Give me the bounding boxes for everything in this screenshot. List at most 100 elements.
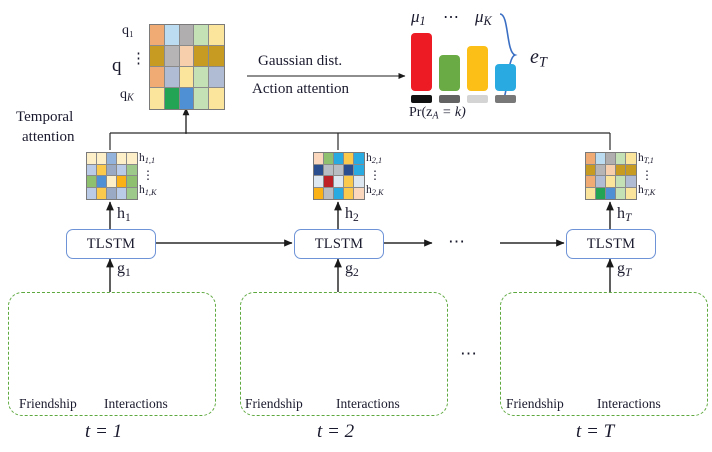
matrix-cell (626, 164, 636, 176)
matrix-cell (179, 67, 195, 88)
matrix-cell (127, 153, 137, 165)
matrix-cell (87, 176, 97, 188)
timestep-label-tT: t = T (576, 421, 615, 442)
matrix-cell (87, 187, 97, 199)
prob-axis-sub: A (432, 110, 439, 122)
h2-base: h (345, 205, 353, 222)
matrix-cell (209, 88, 224, 109)
matrix-cell (626, 153, 636, 165)
tlstm-row-ellipsis: ⋯ (448, 232, 468, 251)
h1-first-base: h (139, 152, 145, 164)
h2-last-base: h (366, 184, 372, 196)
matrix-cell (606, 153, 616, 165)
q-last-row-label: qK (120, 88, 134, 104)
hT-first-sub: T,1 (643, 156, 654, 166)
timestep-label-t1: t = 1 (85, 421, 123, 442)
g2-base: g (345, 260, 353, 277)
tlstm-cell-t1[interactable]: TLSTM (66, 229, 156, 259)
matrix-cell (179, 46, 195, 67)
gT-vector-label: gT (617, 261, 631, 279)
matrix-cell (117, 153, 127, 165)
matrix-cell (314, 176, 324, 188)
tlstm-cell-tT[interactable]: TLSTM (566, 229, 656, 259)
matrix-cell (97, 176, 107, 188)
h1-last-sub: 1,K (144, 188, 157, 198)
h1-base: h (117, 205, 125, 222)
matrix-cell (194, 88, 210, 109)
q-last-row-sub: K (127, 92, 134, 104)
mu-bar-1 (411, 33, 432, 91)
q-first-row-label: q₁ (122, 23, 134, 38)
h1-first-row-label: h1,1 (139, 152, 155, 165)
mu-last-sub: K (483, 14, 492, 29)
prob-axis-base: Pr(z (409, 105, 433, 120)
matrix-cell (314, 187, 324, 199)
matrix-cell (354, 187, 364, 199)
matrix-cell (127, 176, 137, 188)
matrix-cell (324, 164, 334, 176)
mu-dots-label: ⋯ (443, 9, 459, 26)
matrix-cell (97, 164, 107, 176)
matrix-cell (354, 164, 364, 176)
hT-first-base: h (638, 152, 644, 164)
g1-base: g (117, 260, 125, 277)
timestep-panel-t1 (8, 292, 216, 416)
prob-bar-3 (467, 95, 488, 103)
matrix-cell (117, 164, 127, 176)
matrix-cell (324, 153, 334, 165)
matrix-cell (586, 187, 596, 199)
matrix-cell (616, 164, 626, 176)
hT-last-base: h (638, 184, 644, 196)
timestep-label-t2: t = 2 (317, 421, 355, 442)
matrix-cell (117, 187, 127, 199)
matrix-cell (107, 164, 117, 176)
gT-base: g (617, 260, 625, 277)
matrix-cell (334, 176, 344, 188)
matrix-cell (150, 67, 165, 88)
h2-first-sub: 2,1 (371, 156, 383, 166)
temporal-attention-connector (109, 132, 611, 150)
matrix-cell (164, 67, 180, 88)
timestep-panel-tT (500, 292, 708, 416)
h2-vdots-label: ⋮ (369, 168, 381, 182)
matrix-cell (354, 176, 364, 188)
matrix-cell (107, 153, 117, 165)
prob-axis-label: Pr(zA = k) (409, 106, 466, 122)
gaussian-dist-label: Gaussian dist. (258, 53, 343, 69)
matrix-cell (626, 176, 636, 188)
mu-bar-3 (467, 46, 488, 91)
matrix-cell (334, 164, 344, 176)
matrix-cell (209, 25, 224, 46)
q-vdots-label: ⋮ (131, 51, 146, 67)
prob-bar-1 (411, 95, 432, 103)
mu-bar-4 (495, 64, 516, 91)
e-t-brace (499, 13, 518, 103)
e-t-sub: T (538, 54, 547, 71)
matrix-cell (324, 176, 334, 188)
h1-vector-label: h1 (117, 206, 131, 224)
matrix-cell (324, 187, 334, 199)
matrix-cell (97, 153, 107, 165)
h1-sub: 1 (125, 211, 131, 224)
e-t-base: e (530, 46, 539, 68)
q-attention-matrix (149, 24, 225, 110)
timestep-panel-t2 (240, 292, 448, 416)
interactions-caption-t2: Interactions (336, 396, 400, 411)
hT-last-sub: T,K (643, 188, 656, 198)
mu-first-sub: 1 (419, 14, 426, 29)
h1-last-base: h (139, 184, 145, 196)
matrix-cell (150, 46, 165, 67)
tlstm-cell-t2[interactable]: TLSTM (294, 229, 384, 259)
matrix-cell (586, 164, 596, 176)
hT-hidden-state-matrix (585, 152, 637, 200)
g2-sub: 2 (353, 266, 359, 279)
matrix-cell (606, 164, 616, 176)
matrix-cell (616, 176, 626, 188)
h1-vdots-label: ⋮ (142, 168, 154, 182)
matrix-cell (344, 164, 354, 176)
matrix-cell (97, 187, 107, 199)
gT-sub: T (625, 266, 632, 279)
matrix-cell (344, 176, 354, 188)
h2-first-base: h (366, 152, 372, 164)
action-attention-label: Action attention (252, 81, 350, 97)
